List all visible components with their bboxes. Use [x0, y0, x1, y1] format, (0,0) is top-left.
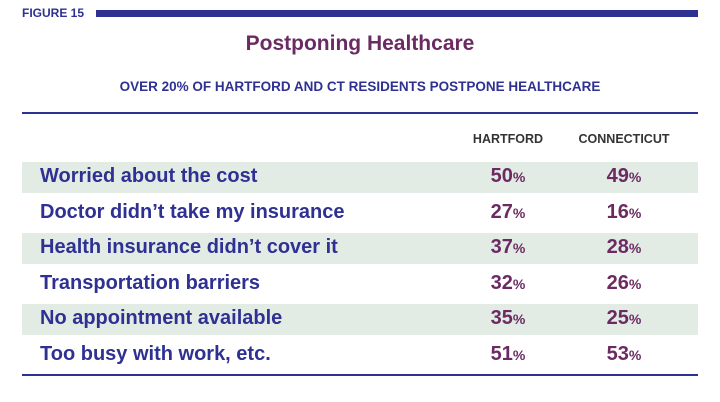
cell-value: 32% — [443, 272, 573, 295]
value-unit: % — [628, 240, 642, 256]
value-number: 35 — [490, 307, 513, 329]
value-number: 49 — [606, 165, 629, 187]
value-number: 37 — [490, 236, 513, 258]
cell-value: 51% — [443, 343, 573, 366]
table-row: Transportation barriers 32% 26% — [22, 269, 698, 300]
table-row: Health insurance didn’t cover it 37% 28% — [22, 233, 698, 264]
value-unit: % — [628, 275, 642, 292]
figure-label: FIGURE 15 — [22, 6, 85, 20]
row-label: Worried about the cost — [40, 165, 258, 187]
value-unit: % — [512, 346, 526, 363]
column-header: HARTFORD — [472, 132, 544, 146]
value-unit: % — [628, 169, 642, 185]
value-number: 51 — [490, 342, 513, 365]
value-unit: % — [512, 169, 526, 185]
title: Postponing Healthcare — [245, 32, 475, 55]
value-unit: % — [628, 204, 642, 221]
value-number: 26 — [606, 271, 629, 294]
row-label: Health insurance didn’t cover it — [40, 236, 338, 258]
cell-value: 26% — [559, 272, 689, 295]
subtitle: OVER 20% OF HARTFORD AND CT RESIDENTS PO… — [119, 79, 601, 94]
row-label: Too busy with work, etc. — [40, 342, 271, 365]
cell-value: 53% — [559, 343, 689, 366]
value-number: 28 — [606, 236, 629, 258]
table-row: No appointment available 35% 25% — [22, 304, 698, 335]
cell-value: 50% — [443, 165, 573, 188]
value-number: 50 — [490, 165, 513, 187]
value-number: 32 — [490, 271, 513, 294]
table-row: Too busy with work, etc. 51% 53% — [22, 340, 698, 371]
cell-value: 35% — [443, 307, 573, 330]
value-number: 53 — [606, 342, 629, 365]
top-rule — [22, 112, 698, 114]
cell-value: 49% — [559, 165, 689, 188]
cell-value: 27% — [443, 201, 573, 224]
value-number: 27 — [490, 200, 513, 223]
column-header: CONNECTICUT — [578, 132, 670, 146]
row-label: No appointment available — [40, 307, 283, 329]
value-unit: % — [512, 275, 526, 292]
cell-value: 28% — [559, 236, 689, 259]
value-unit: % — [512, 240, 526, 256]
row-label: Transportation barriers — [40, 271, 261, 294]
value-unit: % — [628, 346, 642, 363]
cell-value: 25% — [559, 307, 689, 330]
table-row: Worried about the cost 50% 49% — [22, 162, 698, 193]
cell-value: 37% — [443, 236, 573, 259]
value-number: 25 — [606, 307, 629, 329]
table-row: Doctor didn’t take my insurance 27% 16% — [22, 198, 698, 229]
value-unit: % — [628, 311, 642, 327]
row-label: Doctor didn’t take my insurance — [40, 200, 345, 223]
cell-value: 16% — [559, 201, 689, 224]
value-unit: % — [512, 311, 526, 327]
value-number: 16 — [606, 200, 629, 223]
bottom-rule — [22, 374, 698, 376]
value-unit: % — [512, 204, 526, 221]
figure-bar — [96, 10, 698, 17]
